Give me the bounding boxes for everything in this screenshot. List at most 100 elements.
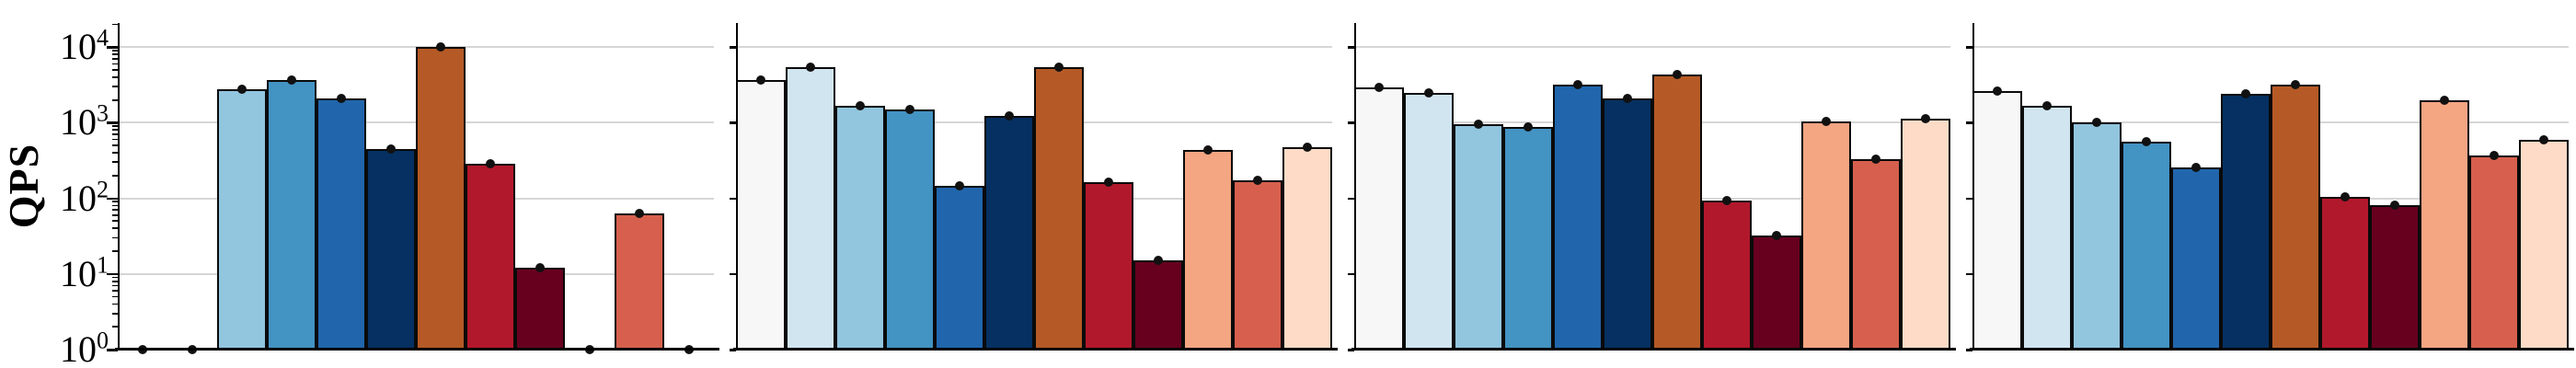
bar-marker xyxy=(1104,177,1113,187)
y-axis-major-tick xyxy=(107,272,118,276)
y-axis-major-tick xyxy=(730,121,736,124)
bar-marker xyxy=(1722,196,1731,206)
y-axis-minor-tick xyxy=(112,236,118,239)
bar-marker xyxy=(1993,86,2002,97)
bar-marker xyxy=(1623,94,1632,104)
bar-marker xyxy=(2092,118,2101,128)
y-axis-minor-tick xyxy=(112,213,118,216)
y-axis-minor-tick xyxy=(112,86,118,88)
y-axis-major-tick xyxy=(1348,349,1354,351)
y-axis-minor-tick xyxy=(112,161,118,164)
bar-marker xyxy=(2440,95,2449,105)
bar xyxy=(935,186,984,350)
x-axis-baseline xyxy=(1970,348,2574,351)
bar xyxy=(1801,121,1851,350)
chart-panel-2 xyxy=(730,23,1338,351)
bar xyxy=(1851,159,1901,350)
bar xyxy=(1702,201,1752,350)
bar-marker xyxy=(1154,256,1163,266)
bar xyxy=(466,163,515,350)
y-axis-major-tick xyxy=(730,46,736,49)
y-axis-minor-tick xyxy=(112,284,118,287)
bar-marker xyxy=(1921,114,1930,124)
gridline xyxy=(1354,46,1950,49)
y-axis-minor-tick xyxy=(112,75,118,78)
bar-marker xyxy=(1054,62,1064,72)
bar-marker xyxy=(2390,200,2399,210)
bar-marker xyxy=(1424,87,1433,98)
y-axis-major-tick xyxy=(730,197,736,201)
y-axis-spine xyxy=(118,23,120,350)
bar xyxy=(217,89,267,350)
y-axis-minor-tick xyxy=(112,133,118,135)
y-axis-minor-tick xyxy=(112,50,118,52)
bar-marker xyxy=(535,263,545,273)
chart-panel-4 xyxy=(1966,23,2574,351)
bar-marker xyxy=(2340,191,2350,201)
x-axis-baseline xyxy=(733,348,1338,351)
bar xyxy=(2519,140,2569,350)
y-axis-major-tick xyxy=(107,121,118,124)
bar xyxy=(2171,167,2221,350)
bar-marker xyxy=(237,85,247,95)
bar-marker xyxy=(1871,155,1880,165)
x-axis-baseline xyxy=(1351,348,1956,351)
chart-panel-1 xyxy=(107,23,719,354)
bar-marker xyxy=(1253,175,1262,185)
bar-marker xyxy=(1822,117,1831,127)
bar-marker xyxy=(1203,144,1213,155)
bar xyxy=(1354,87,1404,350)
y-tick-label: 104 xyxy=(60,24,109,68)
y-axis-spine xyxy=(1354,23,1356,350)
y-axis-minor-tick xyxy=(112,276,118,279)
bar-marker xyxy=(1573,80,1582,90)
y-axis-minor-tick xyxy=(112,98,118,101)
bar-marker xyxy=(2042,100,2052,110)
y-axis-minor-tick xyxy=(112,326,118,328)
y-axis-minor-tick xyxy=(112,125,118,128)
bar xyxy=(1503,126,1553,350)
y-axis-major-tick xyxy=(730,272,736,276)
bar xyxy=(2370,204,2420,350)
bar xyxy=(2420,99,2469,350)
bar-marker xyxy=(2291,79,2300,89)
bar-marker xyxy=(1673,70,1682,80)
bar xyxy=(835,105,885,350)
y-axis-major-tick xyxy=(1966,197,1972,201)
y-tick-label: 100 xyxy=(60,327,109,368)
bar xyxy=(2320,196,2370,350)
bar xyxy=(1404,92,1454,350)
y-axis-minor-tick xyxy=(112,204,118,207)
bar-marker xyxy=(955,181,964,191)
bar xyxy=(1454,123,1503,350)
bar xyxy=(1752,236,1801,350)
bar xyxy=(615,213,664,350)
bar xyxy=(2022,105,2072,350)
y-axis-minor-tick xyxy=(112,220,118,223)
gridline xyxy=(736,46,1332,49)
y-axis-major-tick xyxy=(1966,46,1972,49)
chart-panel-3 xyxy=(1348,23,1956,351)
y-axis-minor-tick xyxy=(112,152,118,154)
bar xyxy=(786,67,835,350)
bar xyxy=(1901,119,1950,350)
bar-marker xyxy=(1005,110,1014,121)
bar xyxy=(2122,141,2171,350)
y-axis-major-tick xyxy=(1348,197,1354,201)
y-axis-minor-tick xyxy=(112,295,118,298)
bar-marker xyxy=(856,100,865,110)
y-axis-major-tick xyxy=(1966,272,1972,276)
bar-marker xyxy=(2539,135,2548,145)
bar xyxy=(1282,147,1332,350)
bar-marker xyxy=(1772,231,1781,241)
y-axis-minor-tick xyxy=(112,138,118,141)
bar-marker xyxy=(2490,150,2499,160)
y-tick-label: 102 xyxy=(60,176,109,219)
bar xyxy=(1233,179,1282,350)
bar-marker xyxy=(756,75,765,86)
y-tick-label: 103 xyxy=(60,100,109,144)
bar xyxy=(366,148,416,350)
y-axis-major-tick xyxy=(1348,121,1354,124)
bar-marker xyxy=(635,209,644,219)
